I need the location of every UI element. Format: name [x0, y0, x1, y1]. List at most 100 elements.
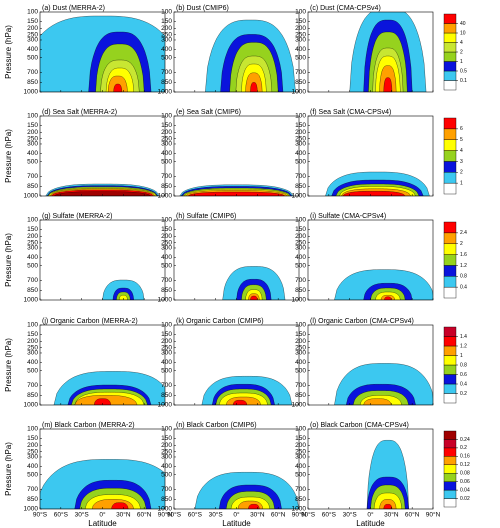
y-tick-label: 150: [161, 331, 172, 338]
y-tick-label: 150: [161, 122, 172, 129]
x-tick-label: 60°S: [54, 511, 69, 519]
y-tick-label: 1000: [24, 506, 39, 513]
contour-fill: [119, 295, 128, 300]
y-tick-label: 700: [27, 486, 38, 493]
colorbar-box: [443, 489, 457, 499]
panel: (k) Organic Carbon (CMIP6) 100 15020025030…: [158, 318, 300, 409]
y-tick-label: 300: [161, 37, 172, 44]
y-tick-label: 500: [295, 54, 306, 61]
y-tick-label: 850: [295, 287, 306, 294]
contour-area: [40, 15, 165, 92]
y-tick-label: 1000: [292, 402, 307, 409]
colorbar-box: [443, 221, 457, 234]
contour-fill: [248, 504, 260, 509]
y-tick-label: 1000: [24, 193, 39, 200]
y-tick-label: 250: [161, 31, 172, 38]
y-tick-label: 200: [27, 338, 38, 345]
colorbar-label: 0.08: [460, 471, 470, 477]
x-tick-label: 60°N: [137, 511, 152, 519]
panel-title: (i) Sulfate (CMA-CPSv4): [310, 213, 386, 220]
y-tick-label: 500: [295, 367, 306, 374]
contour-area: [349, 12, 427, 92]
contour-area: [325, 171, 430, 196]
y-tick-label: 300: [161, 141, 172, 148]
colorbar-label: 40: [460, 21, 466, 27]
y-tick-label: 100: [161, 322, 172, 329]
contour-area: [194, 472, 299, 509]
y-tick-label: 400: [295, 46, 306, 53]
y-tick-label: 400: [295, 150, 306, 157]
colorbar-label: 2: [460, 49, 463, 55]
colorbar-box: [443, 243, 457, 255]
y-tick-label: 500: [161, 54, 172, 61]
colorbar-box: [443, 139, 457, 151]
y-tick-label: 150: [295, 331, 306, 338]
y-tick-label: 250: [27, 239, 38, 246]
y-tick-label: 700: [295, 277, 306, 284]
y-tick-label: 100: [27, 322, 38, 329]
colorbar-box: [443, 326, 457, 337]
y-tick-label: 150: [295, 18, 306, 25]
contour-area: [334, 269, 433, 300]
y-tick-label: 850: [161, 183, 172, 190]
x-tick-label: 30°N: [250, 511, 265, 519]
colorbar-box: [443, 182, 457, 195]
contour-area: [205, 19, 296, 92]
y-tick-label: 300: [295, 141, 306, 148]
y-tick-label: 150: [27, 122, 38, 129]
colorbar-label: 6: [460, 126, 463, 132]
colorbar-label: 3: [460, 159, 463, 165]
y-tick-label: 100: [27, 217, 38, 224]
y-tick-label: 1000: [292, 89, 307, 96]
y-tick-label: 100: [161, 9, 172, 16]
panel-title: (k) Organic Carbon (CMIP6): [176, 318, 264, 325]
y-tick-label: 100: [295, 426, 306, 433]
y-tick-label: 1000: [292, 506, 307, 513]
x-tick-label: 60°N: [271, 511, 286, 519]
y-tick-label: 200: [161, 233, 172, 240]
y-tick-label: 300: [161, 245, 172, 252]
colorbar-box: [443, 286, 457, 299]
colorbar-label: 0.06: [460, 479, 470, 485]
colorbar-label: 0.8: [460, 362, 467, 368]
y-tick-label: 200: [27, 25, 38, 32]
y-tick-label: 500: [161, 367, 172, 374]
x-tick-label: 90°S: [301, 511, 316, 519]
y-tick-label: 700: [161, 382, 172, 389]
y-tick-label: 300: [27, 454, 38, 461]
panel-title: (j) Organic Carbon (MERRA-2): [42, 318, 138, 325]
panel-title: (n) Black Carbon (CMIP6): [176, 422, 257, 429]
contour-fill: [250, 295, 258, 300]
y-tick-label: 250: [27, 344, 38, 351]
colorbar-label: 0.16: [460, 454, 470, 460]
y-tick-label: 500: [161, 262, 172, 269]
y-tick-label: 1000: [158, 402, 173, 409]
colorbar-box: [443, 265, 457, 277]
contour-fill: [250, 82, 258, 92]
colorbar-box: [443, 32, 457, 43]
y-tick-label: 400: [27, 463, 38, 470]
y-axis-label: Pressure (hPa): [4, 442, 13, 496]
y-tick-label: 700: [27, 173, 38, 180]
y-tick-label: 200: [27, 442, 38, 449]
colorbar-box: [443, 51, 457, 62]
colorbar-box: [443, 374, 457, 385]
colorbar-box: [443, 276, 457, 288]
y-tick-label: 150: [161, 18, 172, 25]
colorbar-box: [443, 383, 457, 394]
y-tick-label: 200: [27, 129, 38, 136]
y-tick-label: 200: [161, 338, 172, 345]
contour-area: [334, 363, 433, 405]
colorbar-box: [443, 150, 457, 162]
y-tick-label: 1000: [158, 193, 173, 200]
y-tick-label: 850: [161, 496, 172, 503]
y-tick-label: 400: [295, 359, 306, 366]
colorbar-label: 4: [460, 148, 463, 154]
y-tick-label: 300: [295, 454, 306, 461]
x-tick-label: 0°: [233, 511, 240, 519]
y-tick-label: 200: [295, 233, 306, 240]
